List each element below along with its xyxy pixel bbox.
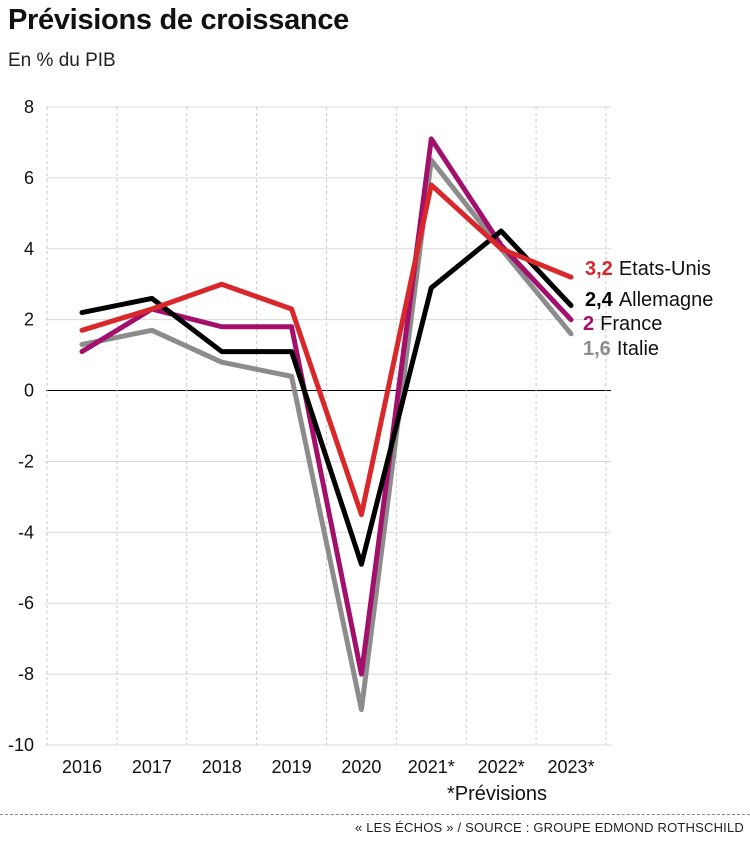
source-credit: « LES ÉCHOS » / SOURCE : GROUPE EDMOND R… [354,820,744,835]
x-tick-label: 2022* [478,757,525,777]
chart-subtitle: En % du PIB [8,50,116,71]
series-line-italie [79,157,574,713]
y-tick-label: -8 [18,664,34,684]
end-label-value: 1,6 [583,338,611,360]
series-line-etats-unis [79,182,574,518]
y-tick-label: 4 [24,239,34,259]
x-tick-label: 2021* [408,757,455,777]
end-label-name: Italie [617,338,659,360]
end-label-allemagne: 2,4 Allemagne [585,289,713,311]
y-tick-label: -2 [18,451,34,471]
end-label-etats-unis: 3,2 Etats-Unis [585,258,711,280]
series-lines [79,136,574,713]
x-tick-label: 2018 [202,757,242,777]
y-tick-label: 8 [24,97,34,117]
x-tick-label: 2023* [547,757,594,777]
end-label-name: Allemagne [619,289,714,311]
y-axis-ticks: 8 6 4 2 0 -2 -4 -6 -8 -10 [8,97,34,755]
x-tick-label: 2017 [132,757,172,777]
x-tick-label: 2016 [62,757,102,777]
y-tick-label: 0 [24,381,34,401]
grid [46,106,611,746]
y-tick-label: -10 [8,735,34,755]
series-line-france [79,136,574,677]
x-axis-ticks: 2016 2017 2018 2019 2020 2021* 2022* 2023* [62,757,595,777]
end-label-name: France [600,313,662,335]
end-label-name: Etats-Unis [619,258,711,280]
y-tick-label: -4 [18,522,34,542]
y-tick-label: 2 [24,310,34,330]
end-label-italie: 1,6 Italie [583,338,659,360]
footer-divider [0,814,750,815]
y-tick-label: -6 [18,593,34,613]
end-label-france: 2 France [583,313,662,335]
forecast-note: *Prévisions [447,783,547,805]
end-label-value: 2,4 [585,289,614,311]
x-tick-label: 2019 [272,757,312,777]
x-tick-label: 2020 [341,757,381,777]
end-label-value: 2 [583,313,594,335]
y-tick-label: 6 [24,168,34,188]
end-label-value: 3,2 [585,258,613,280]
chart-title: Prévisions de croissance [8,4,349,36]
